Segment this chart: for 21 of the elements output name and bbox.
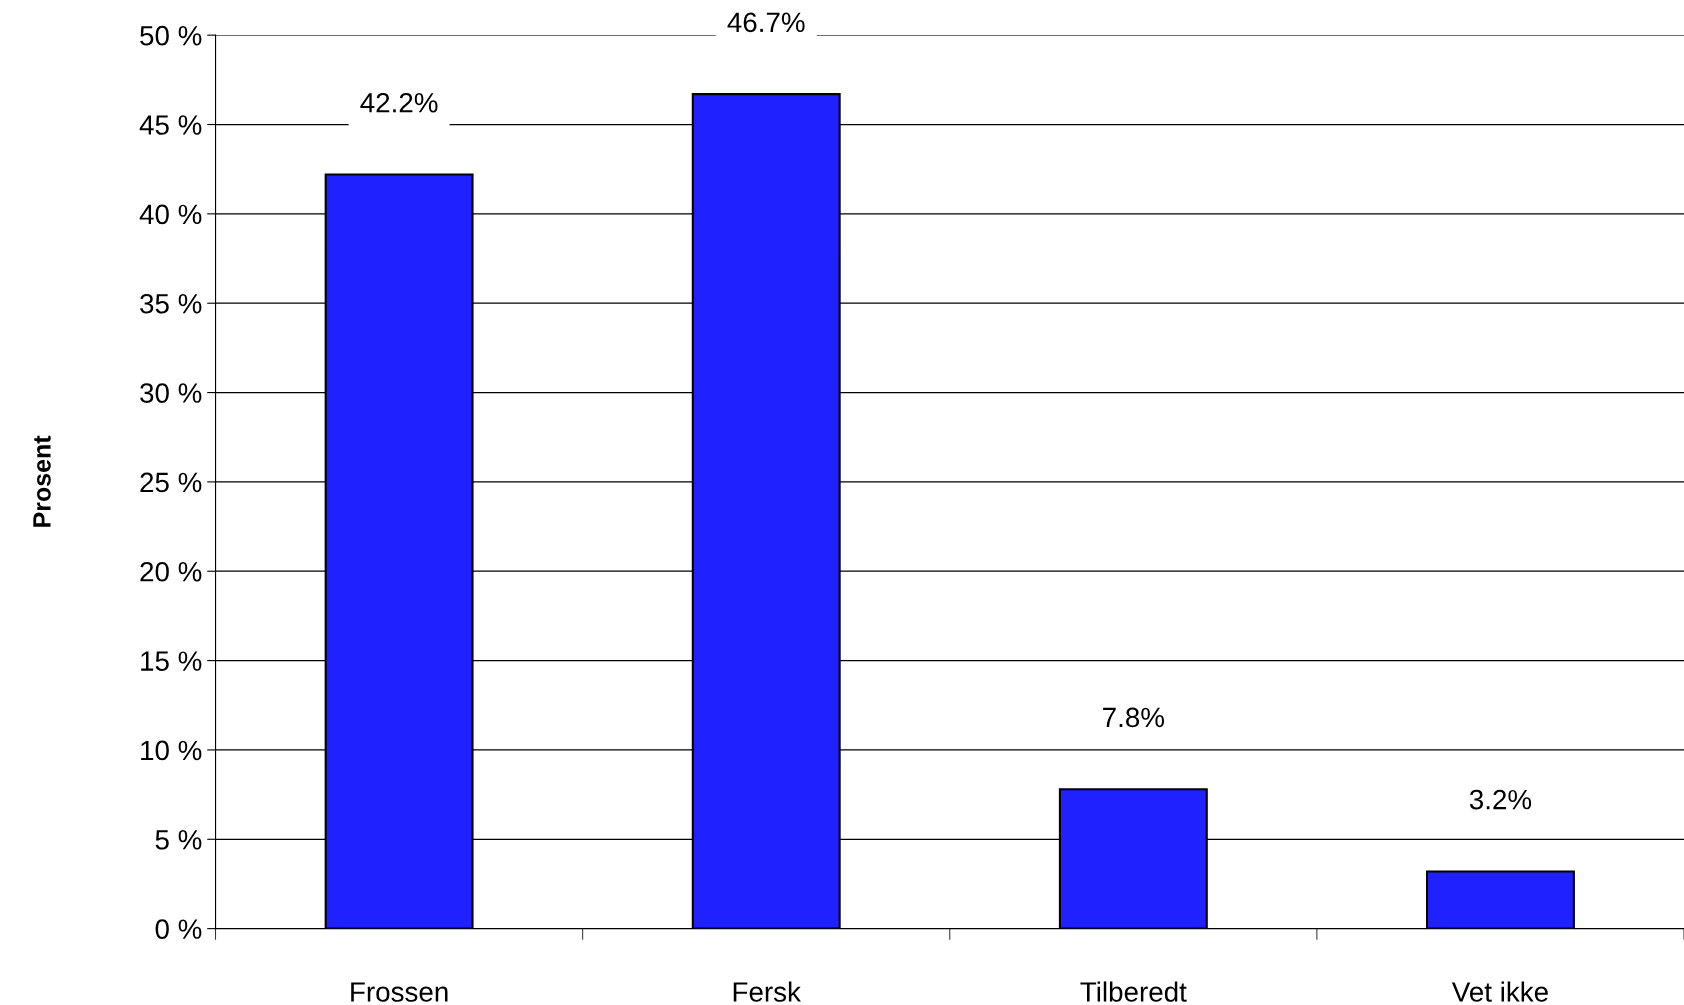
y-tick-label: 10 %	[141, 740, 202, 761]
x-tick-label: Tilberedt	[1080, 981, 1187, 1002]
y-tick-label: 5 %	[155, 830, 202, 850]
y-tick-label: 45 %	[139, 115, 202, 135]
y-tick-label: 20 %	[140, 561, 202, 582]
x-tick-label: Fersk	[733, 981, 801, 1002]
x-tick-label: Vet ikke	[1451, 981, 1548, 1002]
data-label: 7.8%	[1103, 707, 1164, 728]
x-tick-label: Frossen	[351, 982, 448, 1002]
y-tick-label: 30 %	[140, 383, 202, 403]
bar	[1425, 870, 1575, 929]
y-tick-label: 25 %	[140, 472, 202, 493]
data-label: 46.7%	[727, 12, 805, 33]
y-tick-label: 35 %	[140, 293, 202, 314]
y-tick-label: 40 %	[139, 204, 202, 225]
y-axis-title: Prosent	[33, 435, 51, 527]
y-tick-label: 50 %	[140, 25, 202, 46]
data-label: 42.2%	[360, 92, 438, 113]
data-label: 3.2%	[1469, 789, 1532, 810]
y-tick-label: 0 %	[155, 919, 202, 939]
y-tick-label: 15 %	[141, 651, 202, 671]
